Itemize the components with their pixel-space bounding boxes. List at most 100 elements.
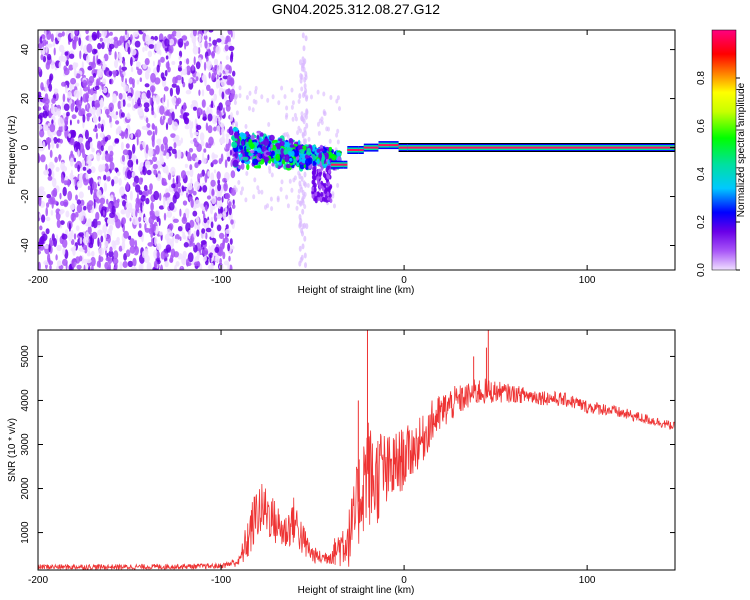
heatmap-cell: [174, 234, 180, 241]
heatmap-cell: [127, 95, 132, 101]
heatmap-cell: [150, 232, 153, 238]
heatmap-cell: [136, 79, 140, 85]
heatmap-cell: [211, 114, 218, 125]
heatmap-cell: [188, 196, 193, 201]
heatmap-cell: [199, 173, 203, 178]
heatmap-cell: [190, 132, 194, 139]
heatmap-cell: [155, 145, 160, 155]
heatmap-cell: [106, 218, 110, 224]
heatmap-cell: [181, 256, 187, 266]
heatmap-cell: [284, 154, 290, 163]
heatmap-cell: [300, 254, 304, 261]
heatmap-cell: [50, 104, 55, 114]
heatmap-cell: [172, 121, 179, 131]
heatmap-cell: [42, 42, 44, 48]
heatmap-cell: [303, 126, 307, 133]
heatmap-cell: [188, 229, 191, 240]
heatmap-cell: [121, 92, 127, 102]
heatmap-cell: [168, 45, 174, 54]
heatmap-cell: [166, 200, 170, 206]
heatmap-cell: [127, 46, 131, 55]
heatmap-cell: [56, 219, 61, 228]
heatmap-cell: [49, 75, 52, 84]
heatmap-cell: [290, 87, 294, 93]
heatmap-cell: [148, 39, 155, 45]
heatmap-cell: [55, 254, 58, 261]
heatmap-cell: [324, 152, 329, 160]
heatmap-cell: [175, 261, 180, 267]
heatmap-cell: [275, 153, 281, 162]
heatmap-cell: [179, 267, 184, 270]
heatmap-cell: [168, 231, 174, 237]
heatmap-cell: [230, 170, 236, 179]
heatmap-cell: [249, 150, 255, 154]
heatmap-cell: [61, 165, 68, 172]
heatmap-cell: [191, 34, 197, 44]
heatmap-cell: [165, 122, 169, 131]
heatmap-cell: [278, 138, 283, 142]
heatmap-cell: [88, 80, 93, 86]
heatmap-cell: [227, 242, 231, 252]
heatmap-cell: [300, 111, 304, 117]
heatmap-cell: [311, 193, 315, 199]
heatmap-cell: [97, 42, 102, 50]
heatmap-cell: [38, 112, 45, 118]
heatmap-cell: [229, 149, 232, 156]
heatmap-cell: [314, 191, 318, 197]
heatmap-cell: [305, 223, 309, 230]
spectrogram-frame: [37, 29, 676, 271]
heatmap-cell: [318, 183, 322, 189]
heatmap-cell: [323, 183, 327, 188]
heatmap-cell: [137, 68, 143, 76]
heatmap-cell: [317, 130, 321, 136]
heatmap-cell: [144, 107, 150, 113]
heatmap-cell: [212, 39, 218, 46]
heatmap-cell: [249, 143, 255, 149]
heatmap-cell: [241, 186, 244, 192]
heatmap-cell: [86, 252, 91, 257]
heatmap-cell: [238, 145, 244, 151]
carrier-band-peak: [389, 144, 399, 147]
heatmap-cell: [51, 177, 57, 188]
heatmap-cell: [331, 154, 337, 161]
heatmap-cell: [304, 181, 307, 188]
heatmap-cell: [38, 66, 42, 73]
heatmap-cell: [285, 194, 289, 200]
heatmap-cell: [248, 90, 252, 96]
heatmap-cell: [283, 148, 289, 156]
heatmap-cell: [327, 174, 330, 180]
heatmap-cell: [275, 162, 279, 169]
heatmap-cell: [214, 246, 220, 253]
heatmap-cell: [200, 109, 203, 115]
heatmap-cell: [270, 172, 274, 178]
heatmap-cell: [125, 42, 128, 52]
heatmap-cell: [85, 30, 89, 35]
heatmap-cell: [101, 156, 105, 161]
heatmap-cell: [45, 207, 48, 217]
heatmap-cell: [44, 83, 48, 93]
heatmap-cell: [169, 113, 172, 119]
heatmap-cell: [180, 191, 184, 196]
heatmap-cell: [192, 190, 197, 196]
heatmap-cell: [75, 194, 78, 201]
heatmap-cell: [195, 61, 201, 70]
heatmap-cell: [294, 116, 298, 122]
heatmap-cell: [218, 102, 223, 111]
heatmap-cell: [191, 100, 198, 105]
heatmap-cell: [113, 176, 119, 184]
heatmap-cell: [119, 65, 122, 75]
heatmap-cell: [171, 111, 175, 121]
heatmap-cell: [139, 77, 142, 82]
heatmap-cell: [77, 148, 80, 158]
heatmap-cell: [303, 252, 307, 259]
heatmap-cell: [74, 82, 80, 87]
heatmap-cell: [186, 258, 189, 267]
heatmap-cell: [131, 78, 135, 85]
heatmap-cell: [151, 237, 154, 245]
snr-panel: -200 -100 0 100 1000 2000 3000 4000 5000 Height…: [7, 329, 676, 596]
heatmap-cell: [38, 106, 42, 111]
heatmap-cell: [108, 70, 113, 77]
heatmap-cell: [184, 208, 190, 216]
heatmap-cell: [145, 144, 149, 154]
heatmap-cell: [220, 137, 223, 145]
